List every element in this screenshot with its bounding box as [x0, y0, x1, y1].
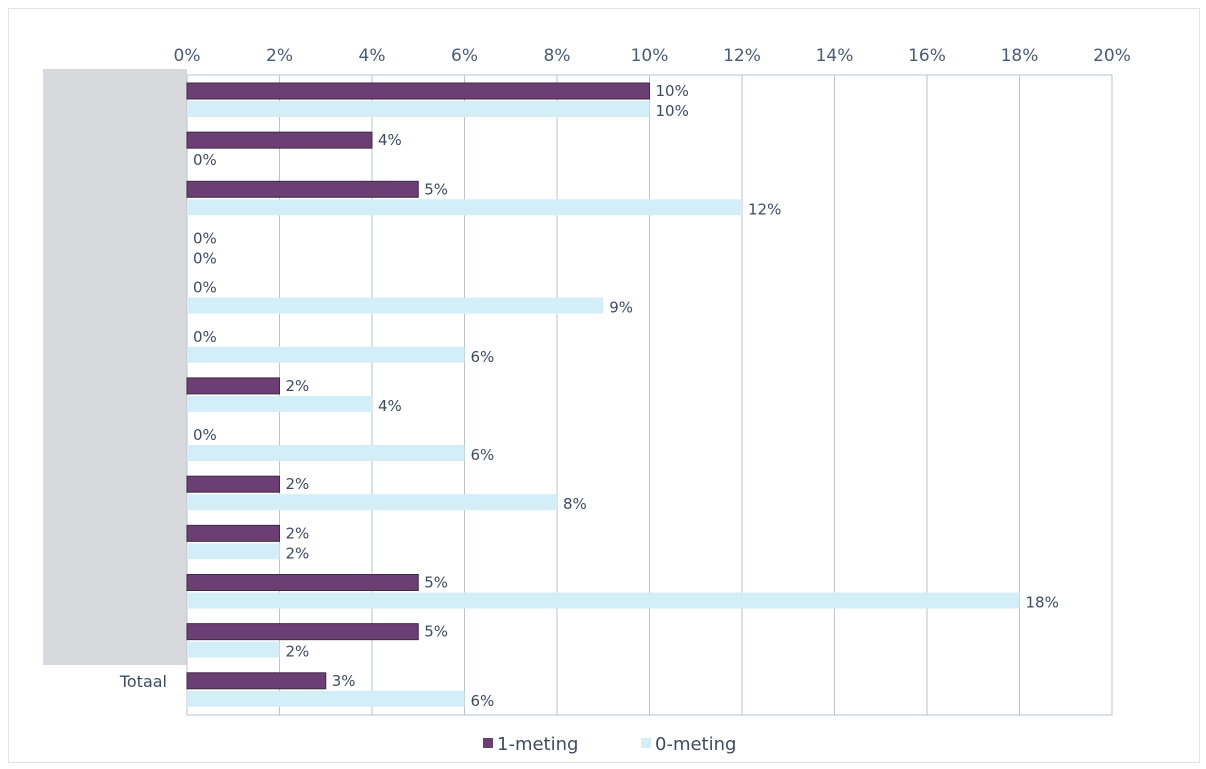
- data-label-1-meting: 0%: [193, 229, 217, 247]
- bars: [187, 83, 1020, 707]
- data-label-0-meting: 2%: [286, 544, 310, 562]
- redacted-category-area: [43, 69, 187, 665]
- data-label-0-meting: 0%: [193, 151, 217, 169]
- x-tick-label: 2%: [266, 46, 293, 66]
- bar-0-meting: [187, 298, 603, 314]
- bar-0-meting: [187, 347, 465, 363]
- x-tick-label: 0%: [174, 46, 201, 66]
- data-label-0-meting: 6%: [471, 692, 495, 710]
- data-label-1-meting: 2%: [286, 524, 310, 542]
- category-labels: Totaal: [119, 672, 167, 691]
- chart-frame: 0% 2% 4% 6% 8% 10% 12% 14% 16% 18% 20% 10% 10% 4% 0% 5…: [8, 8, 1200, 763]
- data-label-1-meting: 5%: [424, 180, 448, 198]
- category-label: Totaal: [119, 672, 167, 691]
- data-label-0-meting: 8%: [563, 495, 587, 513]
- bar-1-meting: [187, 575, 418, 591]
- bar-1-meting: [187, 378, 280, 394]
- data-label-0-meting: 10%: [656, 102, 689, 120]
- x-tick-label: 16%: [908, 46, 946, 66]
- x-tick-label: 18%: [1001, 46, 1039, 66]
- data-label-1-meting: 0%: [193, 328, 217, 346]
- data-label-1-meting: 2%: [286, 377, 310, 395]
- bar-1-meting: [187, 624, 418, 640]
- bar-1-meting: [187, 132, 372, 148]
- data-label-1-meting: 5%: [424, 574, 448, 592]
- bar-0-meting: [187, 445, 465, 461]
- x-tick-label: 4%: [359, 46, 386, 66]
- bar-0-meting: [187, 101, 650, 117]
- data-label-0-meting: 6%: [471, 446, 495, 464]
- data-label-0-meting: 18%: [1026, 594, 1059, 612]
- bar-0-meting: [187, 642, 280, 658]
- legend-label: 1-meting: [497, 734, 578, 755]
- x-tick-label: 20%: [1093, 46, 1131, 66]
- bar-0-meting: [187, 199, 742, 215]
- bar-0-meting: [187, 691, 465, 707]
- data-label-1-meting: 5%: [424, 623, 448, 641]
- data-label-0-meting: 2%: [286, 643, 310, 661]
- grid-layer: [187, 75, 1112, 715]
- x-tick-label: 6%: [451, 46, 478, 66]
- legend-swatch: [483, 738, 493, 748]
- x-axis-ticks: 0% 2% 4% 6% 8% 10% 12% 14% 16% 18% 20%: [174, 46, 1131, 66]
- data-label-0-meting: 0%: [193, 249, 217, 267]
- data-label-0-meting: 9%: [609, 299, 633, 317]
- bar-0-meting: [187, 494, 557, 510]
- bar-1-meting: [187, 525, 280, 541]
- data-label-0-meting: 6%: [471, 348, 495, 366]
- data-label-0-meting: 12%: [748, 200, 781, 218]
- data-label-1-meting: 10%: [656, 82, 689, 100]
- x-tick-label: 14%: [816, 46, 854, 66]
- data-label-1-meting: 0%: [193, 279, 217, 297]
- data-label-1-meting: 4%: [378, 131, 402, 149]
- legend-label: 0-meting: [655, 734, 736, 755]
- legend-swatch: [641, 738, 651, 748]
- x-tick-label: 12%: [723, 46, 761, 66]
- bar-chart: 0% 2% 4% 6% 8% 10% 12% 14% 16% 18% 20% 10% 10% 4% 0% 5…: [9, 9, 1201, 764]
- bar-1-meting: [187, 181, 418, 197]
- data-label-1-meting: 3%: [332, 672, 356, 690]
- bar-0-meting: [187, 593, 1020, 609]
- bar-1-meting: [187, 83, 650, 99]
- bar-1-meting: [187, 476, 280, 492]
- bar-1-meting: [187, 673, 326, 689]
- legend: 1-meting 0-meting: [483, 734, 736, 755]
- bar-0-meting: [187, 543, 280, 559]
- x-tick-label: 8%: [544, 46, 571, 66]
- data-label-0-meting: 4%: [378, 397, 402, 415]
- data-label-1-meting: 0%: [193, 426, 217, 444]
- bar-0-meting: [187, 396, 372, 412]
- x-tick-label: 10%: [631, 46, 669, 66]
- data-label-1-meting: 2%: [286, 475, 310, 493]
